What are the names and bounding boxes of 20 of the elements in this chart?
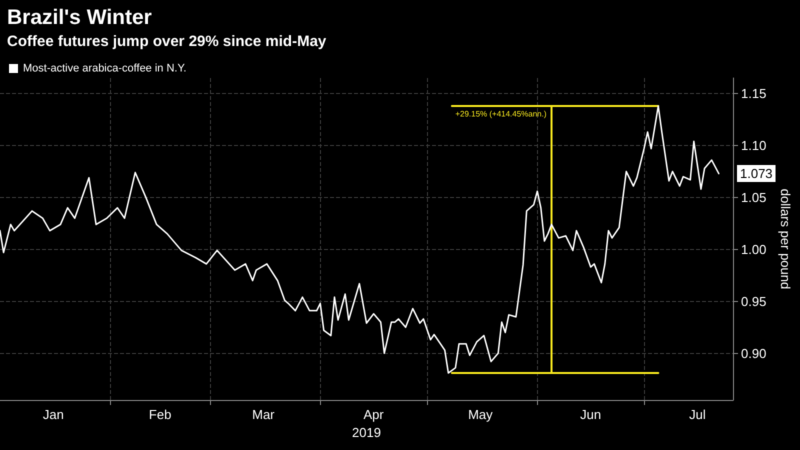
chart-subtitle: Coffee futures jump over 29% since mid-May (7, 33, 327, 50)
x-tick-label: Jun (580, 407, 602, 422)
y-tick-label: 0.95 (741, 294, 766, 309)
y-axis-title: dollars per pound (778, 188, 793, 290)
y-tick-label: 1.00 (741, 242, 766, 257)
legend-label: Most-active arabica-coffee in N.Y. (23, 62, 186, 74)
chart-title: Brazil's Winter (7, 6, 152, 29)
y-tick-label: 1.10 (741, 138, 766, 154)
x-tick-label: Jul (689, 407, 706, 422)
x-tick-label: Jan (42, 407, 64, 422)
x-axis-title: 2019 (352, 425, 381, 440)
x-tick-label: Apr (364, 407, 384, 422)
annotation: +29.15% (+414.45%ann.) (455, 110, 547, 119)
annotation: 1.073 (740, 166, 773, 182)
y-tick-label: 1.05 (741, 190, 766, 205)
y-tick-label: 0.90 (741, 346, 766, 361)
x-tick-label: May (468, 407, 494, 422)
x-tick-label: Feb (148, 407, 172, 422)
x-tick-label: Mar (252, 407, 276, 422)
y-tick-label: 1.15 (741, 86, 766, 102)
